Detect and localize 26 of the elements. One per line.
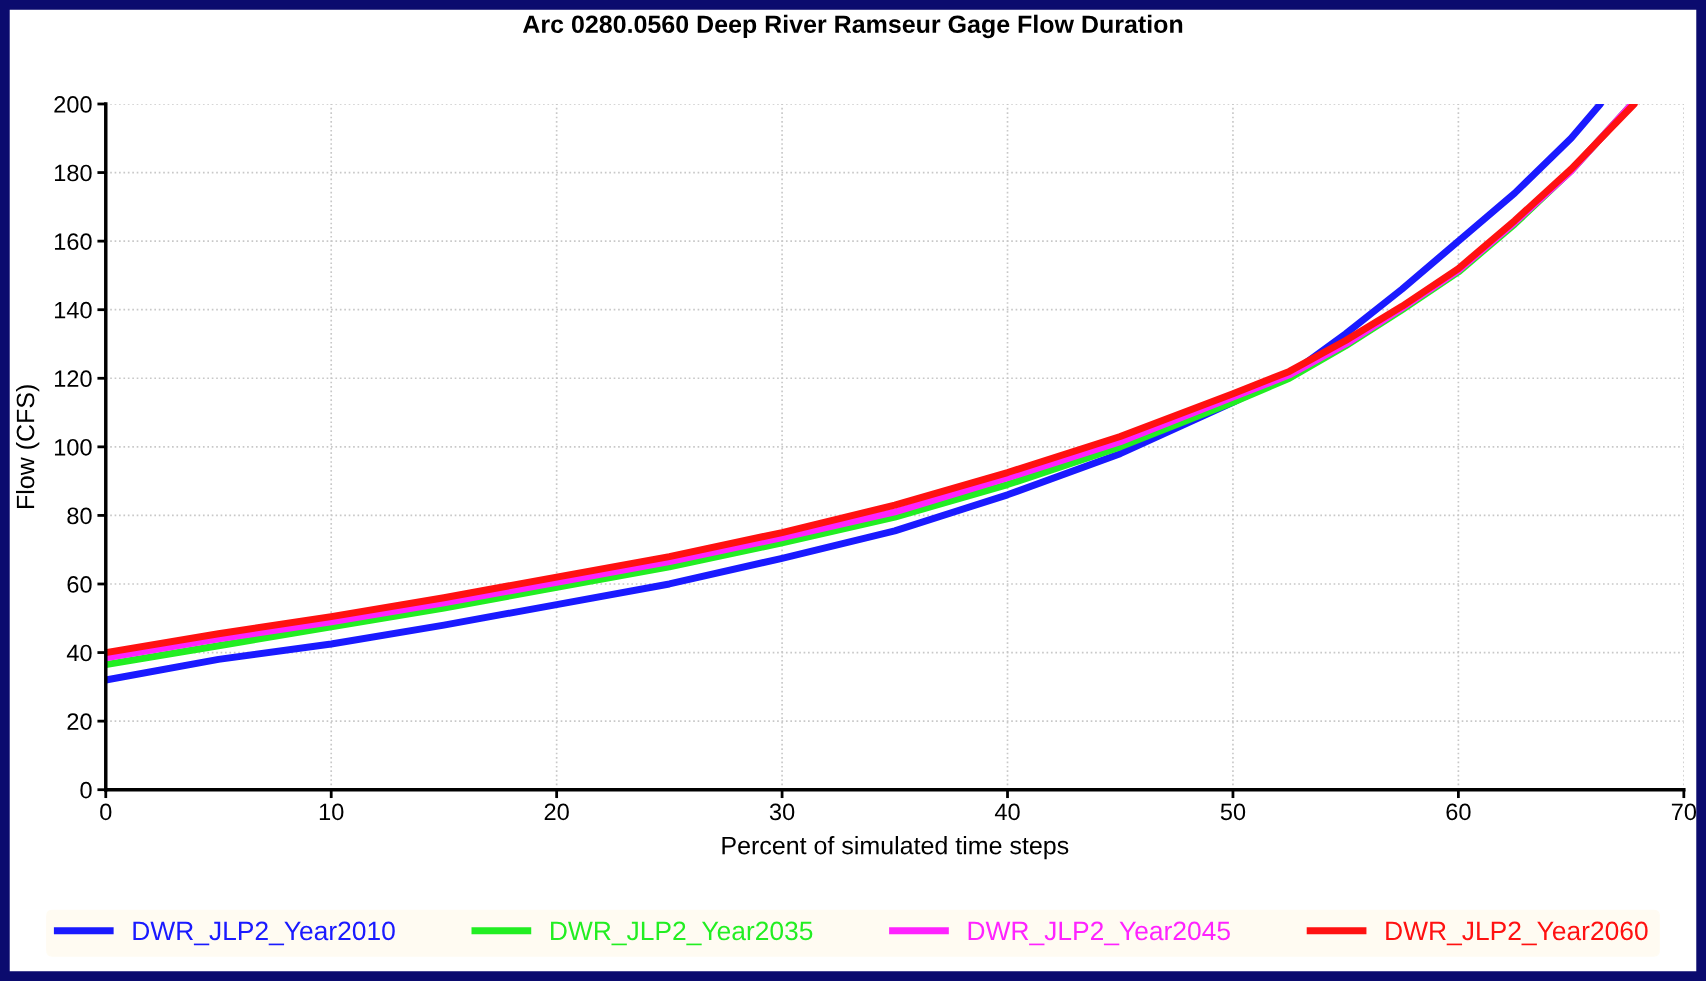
y-tick-label: 0 [80,781,92,799]
y-tick-label: 160 [54,233,92,250]
legend-label: DWR_JLP2_Year2060 [1386,921,1648,946]
y-tick-label: 20 [67,713,92,730]
x-tick-label: 20 [544,803,569,821]
x-axis-title: Percent of simulated time steps [722,836,1069,860]
chart-title: Arc 0280.0560 Deep River Ramseur Gage Flow Duration [522,14,1183,39]
y-tick-label: 40 [66,644,92,662]
y-tick-label: 100 [54,438,92,456]
x-tick-label: 0 [100,803,112,821]
x-tick-label: 60 [1446,803,1471,821]
y-tick-label: 60 [67,576,92,593]
x-tick-label: 10 [319,803,344,821]
legend-label: DWR_JLP2_Year2045 [968,921,1230,946]
legend-label: DWR_JLP2_Year2010 [133,921,395,946]
x-tick-label: 40 [994,803,1020,821]
y-tick-label: 80 [67,507,92,525]
x-tick-label: 30 [769,803,795,821]
x-tick-label: 50 [1220,803,1246,821]
y-tick-label: 180 [54,164,92,182]
y-tick-label: 140 [54,301,92,319]
legend-label: DWR_JLP2_Year2035 [551,921,813,946]
y-tick-label: 120 [54,370,92,388]
y-tick-label: 200 [54,96,92,113]
y-axis-title: Flow (CFS) [15,385,40,508]
x-tick-label: 70 [1671,803,1697,821]
